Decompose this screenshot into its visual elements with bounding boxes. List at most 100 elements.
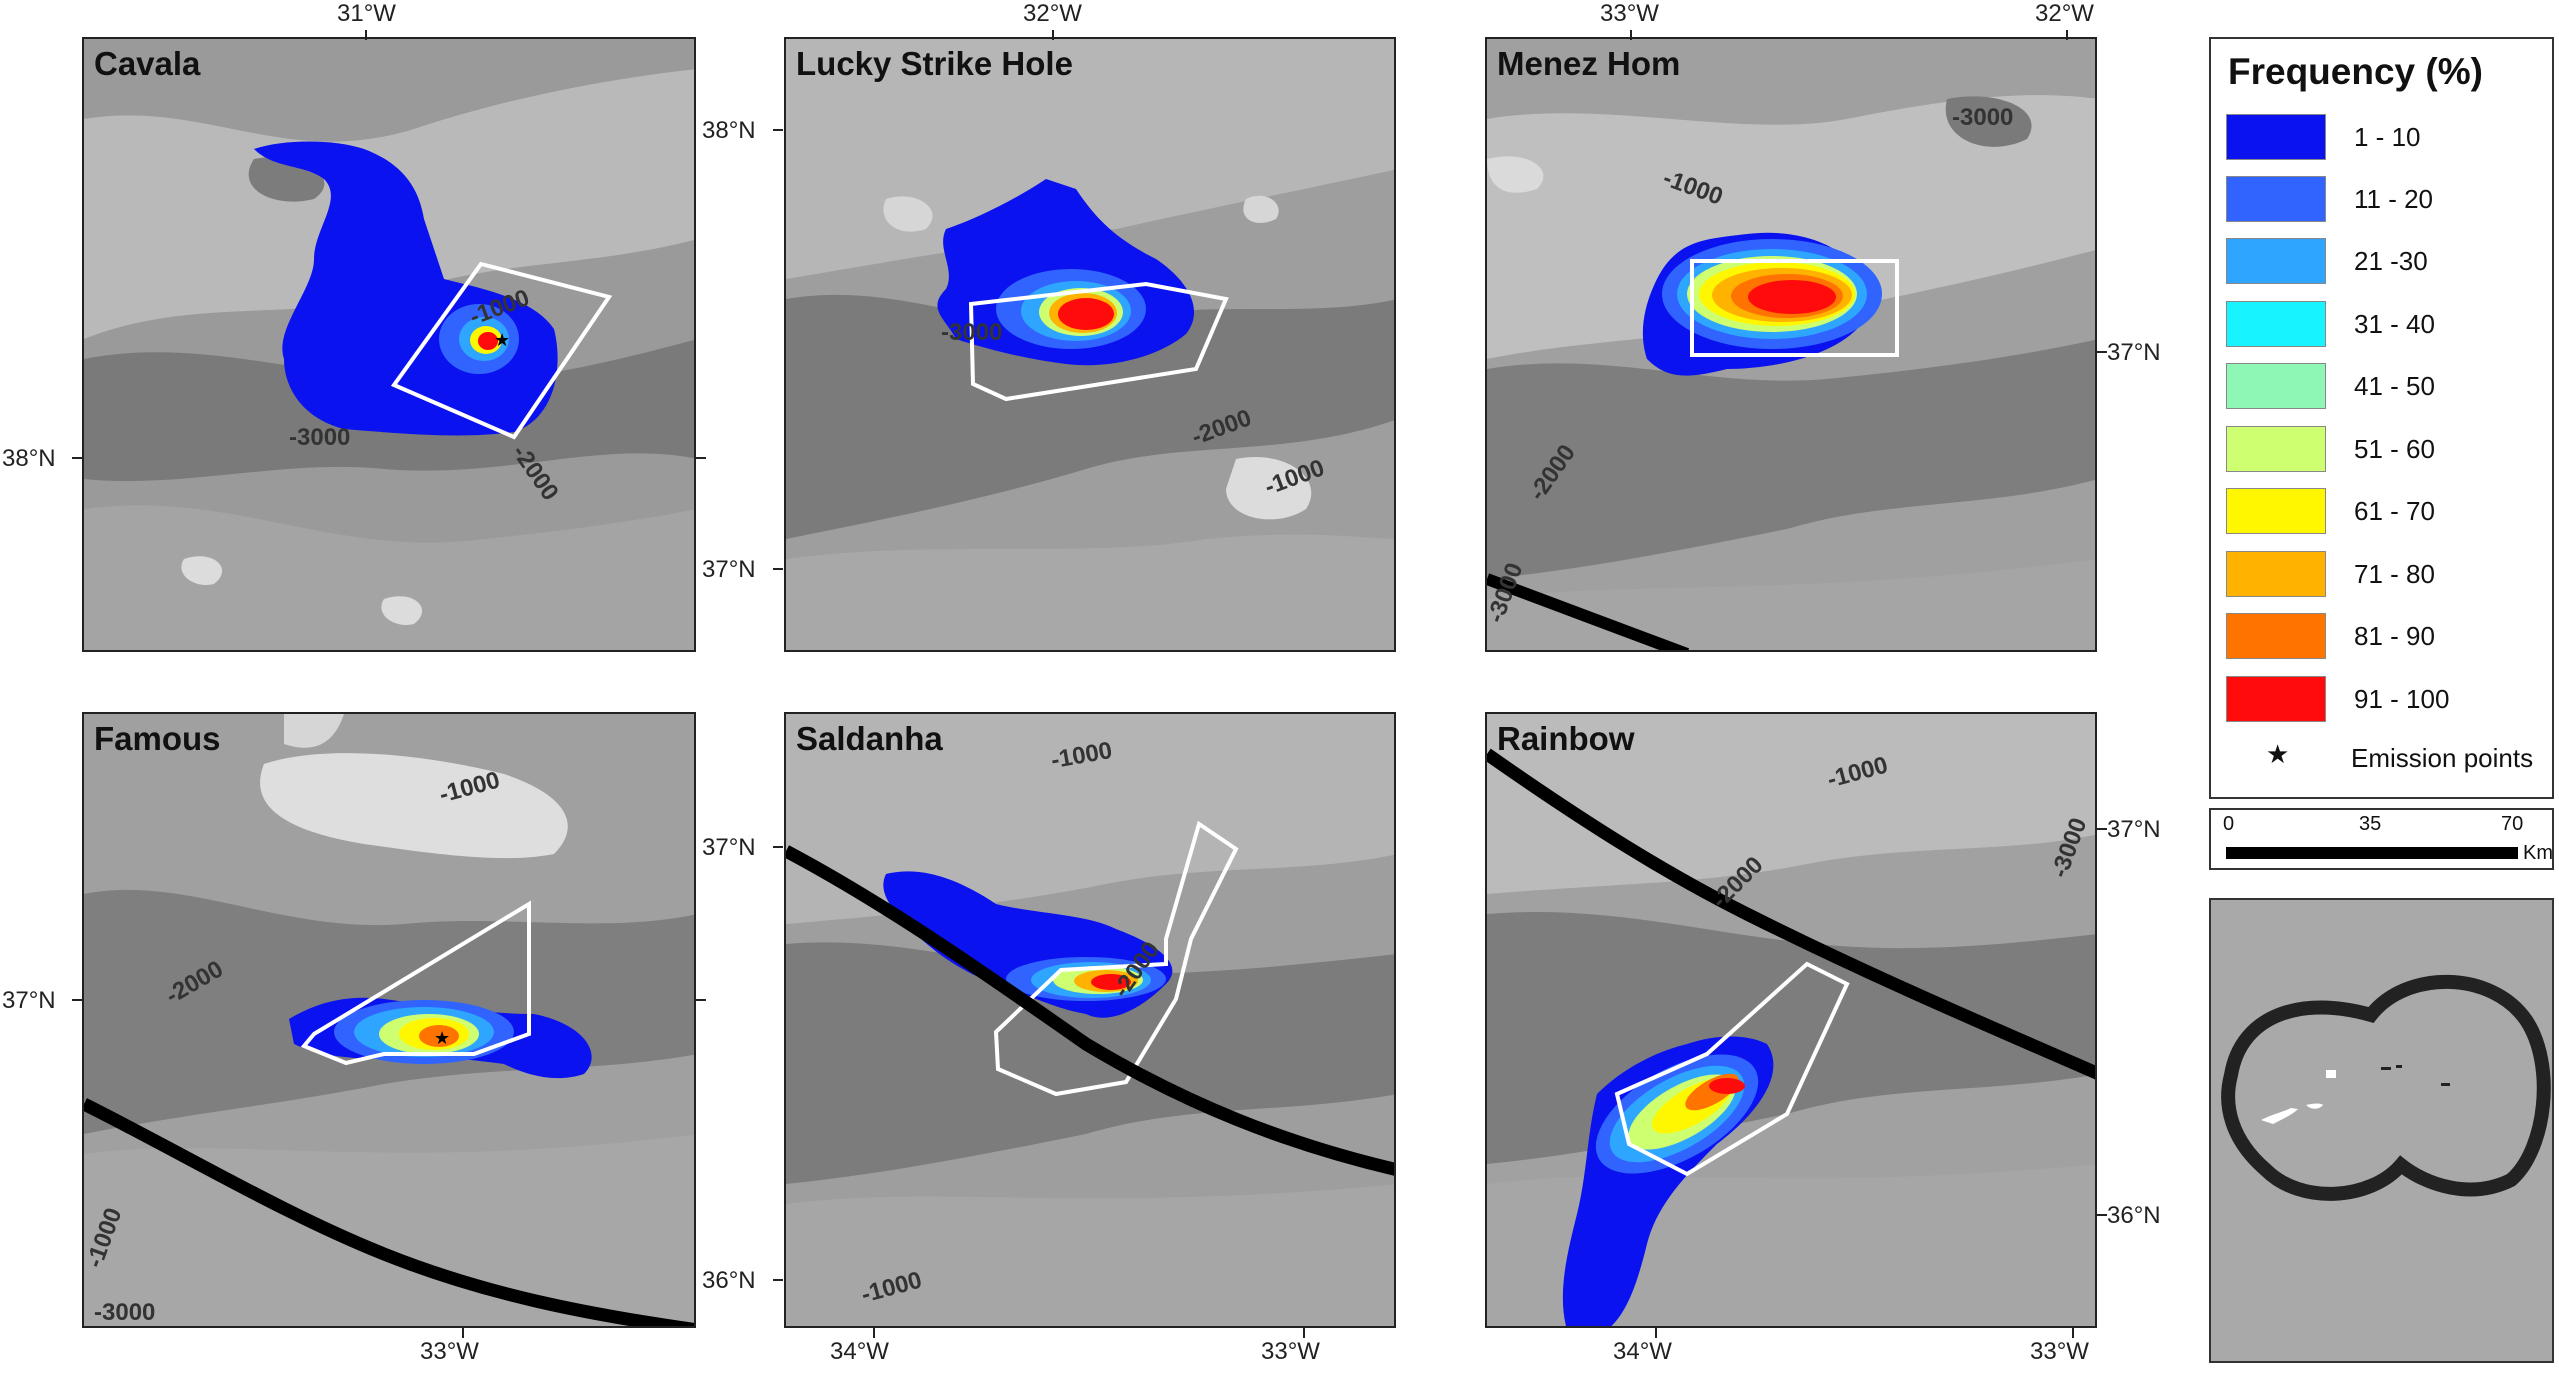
tick-mark xyxy=(1052,30,1054,40)
tick-mark xyxy=(773,568,783,570)
map-panel-saldanha: Saldanha -1000 -2000 -1000 xyxy=(784,712,1396,1328)
legend-label: 31 - 40 xyxy=(2354,309,2435,339)
tick-mark xyxy=(2097,351,2107,353)
legend-item: 31 - 40 xyxy=(2226,301,2546,349)
scale-label: 35 xyxy=(2359,813,2382,835)
tick-mark xyxy=(873,1328,875,1338)
panel-title: Cavala xyxy=(94,45,201,82)
left-tick-label: 37°N xyxy=(2,987,56,1014)
legend-item: 11 - 20 xyxy=(2226,176,2546,224)
left-tick-label: 38°N xyxy=(702,117,756,144)
tick-mark xyxy=(72,999,82,1001)
bathymetry-background xyxy=(1487,39,2095,650)
contour-label: -3000 xyxy=(941,319,1003,346)
legend-label: 51 - 60 xyxy=(2354,434,2435,464)
legend-swatch xyxy=(2226,363,2326,409)
legend-emission-item: ★ Emission points xyxy=(2226,739,2546,779)
legend-swatch xyxy=(2226,426,2326,472)
legend-label: 61 - 70 xyxy=(2354,496,2435,526)
legend-label: 1 - 10 xyxy=(2354,122,2421,152)
scale-bar: 0 35 70 Km xyxy=(2209,808,2554,870)
frequency-overlay xyxy=(937,179,1229,402)
tick-mark xyxy=(1303,1328,1305,1338)
tick-mark xyxy=(2066,30,2068,40)
tick-mark xyxy=(1655,1328,1657,1338)
top-tick-label: 32°W xyxy=(1023,0,1082,27)
tick-mark xyxy=(72,457,82,459)
panel-title: Famous xyxy=(94,720,221,757)
star-icon: ★ xyxy=(2266,739,2290,769)
legend-label: 81 - 90 xyxy=(2354,621,2435,651)
legend-swatch xyxy=(2226,551,2326,597)
legend-label: 71 - 80 xyxy=(2354,559,2435,589)
svg-text:★: ★ xyxy=(434,1028,450,1049)
tick-mark xyxy=(365,30,367,40)
tick-mark xyxy=(773,1279,783,1281)
inset-locator-map xyxy=(2209,898,2554,1363)
bathymetry-background xyxy=(786,39,1394,650)
left-tick-label: 36°N xyxy=(702,1267,756,1294)
inset-map-graphic xyxy=(2221,974,2551,1201)
map-panel-rainbow: Rainbow -1000 -2000 -3000 xyxy=(1485,712,2097,1328)
bathymetry-background xyxy=(786,714,1394,1326)
legend-item: 81 - 90 xyxy=(2226,613,2546,661)
legend-label: 21 -30 xyxy=(2354,246,2428,276)
contour-label: -3000 xyxy=(94,1299,156,1326)
legend-item: 61 - 70 xyxy=(2226,488,2546,536)
scale-label: 0 xyxy=(2223,813,2235,835)
right-tick-label: 37°N xyxy=(2107,816,2161,843)
bottom-tick-label: 33°W xyxy=(420,1338,479,1365)
frequency-overlay xyxy=(786,820,1394,1176)
frequency-overlay: ★ xyxy=(84,900,694,1326)
panel-title: Saldanha xyxy=(796,720,943,757)
frequency-overlay xyxy=(1487,232,1899,650)
panel-title: Lucky Strike Hole xyxy=(796,45,1073,82)
legend-swatch xyxy=(2226,676,2326,722)
left-tick-label: 37°N xyxy=(702,556,756,583)
tick-mark xyxy=(696,999,706,1001)
panel-title: Menez Hom xyxy=(1497,45,1681,82)
legend-swatch xyxy=(2226,176,2326,222)
bottom-tick-label: 34°W xyxy=(830,1338,889,1365)
tick-mark xyxy=(773,846,783,848)
map-panel-menez-hom: Menez Hom -3000 -1000 -2000 -3000 xyxy=(1485,37,2097,652)
svg-text:★: ★ xyxy=(494,330,510,351)
top-tick-label: 32°W xyxy=(2035,0,2094,27)
legend-label: Emission points xyxy=(2351,743,2534,773)
legend-label: 11 - 20 xyxy=(2354,184,2434,214)
contour-label: -3000 xyxy=(1952,104,2014,131)
map-panel-lucky-strike-hole: Lucky Strike Hole -3000 -2000 -1000 xyxy=(784,37,1396,652)
legend-title: Frequency (%) xyxy=(2228,51,2483,92)
frequency-overlay: ★ xyxy=(254,141,613,440)
tick-mark xyxy=(696,457,706,459)
scale-label: 70 xyxy=(2501,813,2524,835)
right-tick-label: 37°N xyxy=(2107,339,2161,366)
tick-mark xyxy=(462,1328,464,1338)
legend-swatch xyxy=(2226,488,2326,534)
map-panel-cavala: ★ Cavala -1000 -3000 -2000 xyxy=(82,37,696,652)
bottom-tick-label: 33°W xyxy=(2030,1338,2089,1365)
frequency-overlay xyxy=(1487,748,2095,1326)
bottom-tick-label: 34°W xyxy=(1613,1338,1672,1365)
contour-label: -3000 xyxy=(289,424,351,451)
legend-swatch xyxy=(2226,613,2326,659)
legend-item: 91 - 100 xyxy=(2226,676,2546,724)
legend-item: 71 - 80 xyxy=(2226,551,2546,599)
panel-title: Rainbow xyxy=(1497,720,1635,757)
legend-item: 51 - 60 xyxy=(2226,426,2546,474)
tick-mark xyxy=(2097,828,2107,830)
scale-bar-line xyxy=(2226,847,2518,859)
tick-mark xyxy=(1630,30,1632,40)
right-tick-label: 36°N xyxy=(2107,1202,2161,1229)
legend-swatch xyxy=(2226,301,2326,347)
left-tick-label: 37°N xyxy=(702,834,756,861)
top-tick-label: 33°W xyxy=(1600,0,1659,27)
tick-mark xyxy=(773,129,783,131)
left-tick-label: 38°N xyxy=(2,445,56,472)
legend-item: 21 -30 xyxy=(2226,238,2546,286)
map-panel-famous: ★ Famous -1000 -2000 -1000 -3000 xyxy=(82,712,696,1328)
legend-label: 41 - 50 xyxy=(2354,371,2435,401)
legend-swatch xyxy=(2226,114,2326,160)
legend-item: 1 - 10 xyxy=(2226,114,2546,162)
top-tick-label: 31°W xyxy=(337,0,396,27)
